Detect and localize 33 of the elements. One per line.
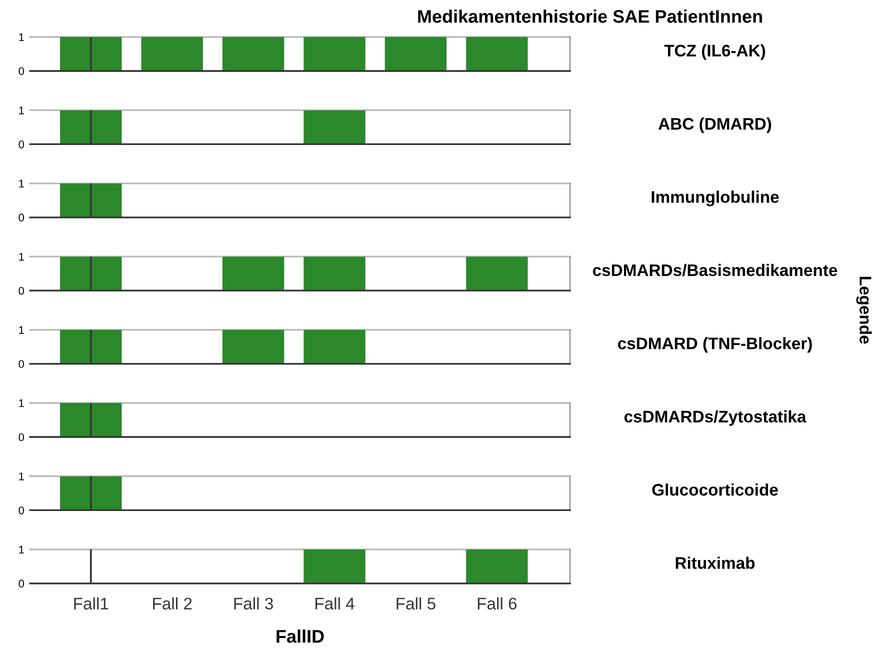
y-tick-label: 1 xyxy=(19,546,24,554)
y-tick-label: 1 xyxy=(19,472,24,480)
text: Legende xyxy=(856,276,872,344)
text: csDMARDs/Basismedikamente xyxy=(592,264,838,276)
x-tick-label: Fall 6 xyxy=(478,597,517,610)
text: Immunglobuline xyxy=(652,190,779,206)
chart-title: Medikamentenhistorie SAE PatientInnen xyxy=(418,10,762,23)
x-tick-label: Fall 5 xyxy=(396,597,436,610)
x-tick-label: Fall 3 xyxy=(234,597,273,610)
y-tick-label: 0 xyxy=(18,140,24,148)
y-tick-label: 0 xyxy=(18,433,24,442)
text: TCZ (IL6-AK) xyxy=(664,44,766,60)
x-tick-label: Fall 4 xyxy=(316,597,354,610)
text: csDMARDs/Zytostatika xyxy=(624,410,806,426)
x-tick-label: Fall 2 xyxy=(153,597,192,610)
y-tick-label: 1 xyxy=(19,326,24,334)
x-tick-label: Fall1 xyxy=(74,597,108,610)
y-tick-label: 1 xyxy=(19,399,24,408)
text: csDMARD (TNF-Blocker) xyxy=(618,337,812,353)
y-tick-label: 1 xyxy=(19,33,24,42)
text: Glucocorticoide xyxy=(652,483,778,496)
y-tick-label: 0 xyxy=(18,286,24,295)
y-tick-label: 0 xyxy=(18,360,24,368)
text: ABC (DMARD) xyxy=(658,117,772,134)
y-tick-label: 0 xyxy=(18,506,24,514)
text: Rituximab xyxy=(676,556,755,569)
y-tick-label: 0 xyxy=(18,580,24,588)
y-tick-label: 1 xyxy=(19,106,24,114)
y-tick-label: 1 xyxy=(19,252,24,261)
y-tick-label: 1 xyxy=(19,180,24,188)
y-tick-label: 0 xyxy=(18,67,24,76)
x-axis-title: FallID xyxy=(276,629,324,643)
y-tick-label: 0 xyxy=(18,214,24,222)
